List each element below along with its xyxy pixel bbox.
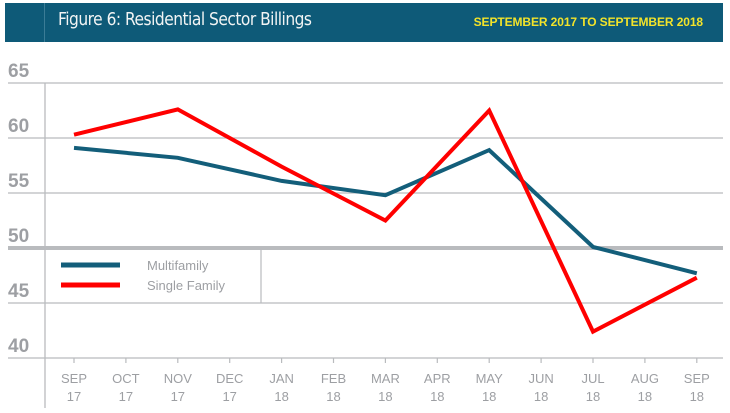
series-line-multifamily [73, 145, 698, 276]
x-tick-label-month: SEP [61, 371, 87, 386]
y-axis-ticks: 65 60 55 50 45 40 [8, 61, 30, 357]
x-tick-label-year: 18 [638, 389, 652, 404]
x-tick-label-year: 17 [119, 389, 133, 404]
y-tick-label: 65 [8, 61, 30, 82]
x-tick-label-month: JUL [581, 371, 604, 386]
x-tick-label-year: 17 [171, 389, 185, 404]
header-divider [44, 3, 45, 42]
y-tick-label: 45 [8, 281, 30, 302]
x-tick-label-month: SEP [684, 371, 710, 386]
x-tick-label-month: DEC [216, 371, 243, 386]
x-tick-label-year: 18 [430, 389, 444, 404]
x-axis: SEP 17 OCT 17 NOV 17 DEC 17 JAN 18 FEB 18 MAR 18 APR 18… [61, 358, 710, 404]
x-tick-label-year: 18 [378, 389, 392, 404]
series-line-single-family [73, 106, 698, 335]
grid-lines [8, 82, 723, 408]
x-tick-label-year: 17 [222, 389, 236, 404]
x-tick-label-year: 18 [274, 389, 288, 404]
figure-header: Figure 6: Residential Sector Billings SE… [5, 3, 723, 42]
x-tick-label-month: MAR [371, 371, 400, 386]
legend: Multifamily Single Family [61, 249, 262, 303]
series-lines [73, 106, 698, 335]
x-tick-label-month: OCT [112, 371, 140, 386]
x-tick-label-month: AUG [631, 371, 659, 386]
x-tick-label-year: 18 [586, 389, 600, 404]
x-tick-label-month: JAN [269, 371, 294, 386]
y-tick-label: 40 [8, 336, 29, 357]
y-tick-label: 55 [8, 171, 30, 192]
legend-label-multifamily: Multifamily [147, 258, 209, 273]
y-tick-label: 60 [8, 116, 29, 137]
x-tick-label-month: MAY [476, 371, 504, 386]
chart-date-range: SEPTEMBER 2017 TO SEPTEMBER 2018 [473, 15, 703, 29]
x-tick-label-year: 18 [534, 389, 548, 404]
legend-label-single-family: Single Family [147, 278, 226, 293]
x-tick-label-year: 18 [690, 389, 704, 404]
x-tick-label-year: 18 [482, 389, 496, 404]
x-tick-label-month: APR [424, 371, 451, 386]
y-tick-label: 50 [8, 226, 29, 247]
chart-title: Figure 6: Residential Sector Billings [58, 9, 312, 30]
x-tick-label-month: NOV [164, 371, 193, 386]
x-tick-label-month: FEB [321, 371, 346, 386]
x-tick-label-year: 17 [67, 389, 81, 404]
x-tick-label-year: 18 [326, 389, 340, 404]
x-tick-label-month: JUN [528, 371, 553, 386]
